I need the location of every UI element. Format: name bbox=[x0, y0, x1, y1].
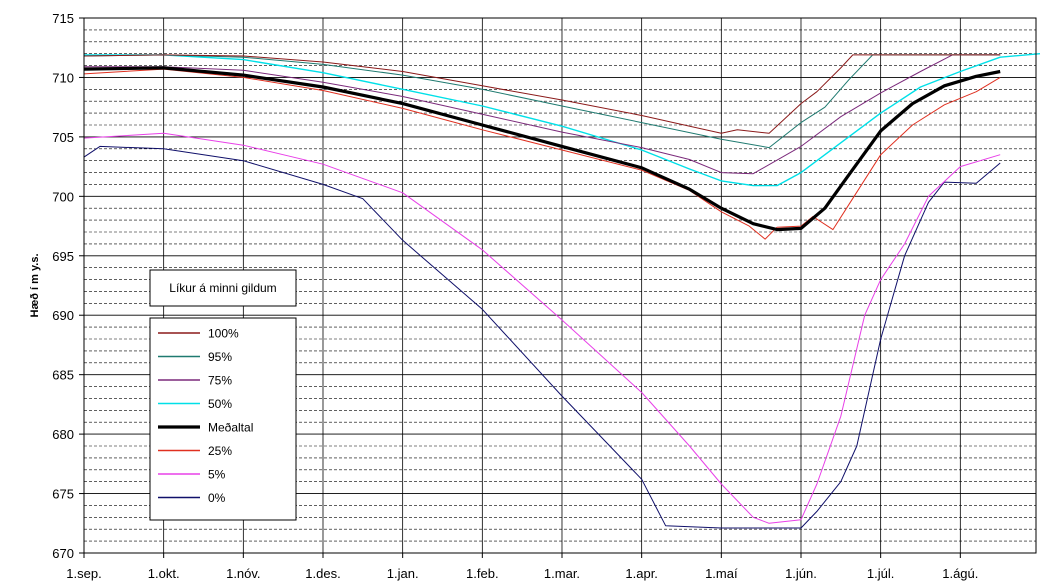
legend-label: 100% bbox=[208, 327, 239, 341]
y-axis-label: Hæð í m y.s. bbox=[29, 254, 41, 318]
legend-label: 50% bbox=[208, 397, 232, 411]
legend-items: 100% 95% 75% 50% Meðaltal 25% 5% 0% bbox=[158, 327, 253, 505]
x-tick-label: 1.júl. bbox=[867, 566, 894, 581]
y-tick-label: 670 bbox=[52, 546, 74, 561]
x-tick-label: 1.nóv. bbox=[226, 566, 260, 581]
x-tick-label: 1.ágú. bbox=[942, 566, 978, 581]
legend-label: 5% bbox=[208, 468, 226, 482]
x-tick-label: 1.apr. bbox=[625, 566, 658, 581]
y-tick-label: 715 bbox=[52, 11, 74, 26]
series-line-8 bbox=[83, 145, 1001, 529]
x-tick-label: 1.jan. bbox=[387, 566, 419, 581]
legend-box bbox=[149, 317, 297, 521]
series-line-2 bbox=[83, 54, 1001, 149]
y-tick-label: 700 bbox=[52, 189, 74, 204]
y-tick-label: 685 bbox=[52, 368, 74, 383]
plot-area bbox=[83, 17, 1037, 554]
legend-label: 25% bbox=[208, 444, 232, 458]
series-line-3 bbox=[84, 54, 1001, 175]
y-tick-label: 705 bbox=[52, 130, 74, 145]
legend-label: 95% bbox=[208, 350, 232, 364]
x-tick-label: 1.jún. bbox=[785, 566, 817, 581]
x-tick-label: 1.okt. bbox=[148, 566, 180, 581]
x-tick-label: 1.des. bbox=[305, 566, 340, 581]
legend: Líkur á minni gildum 100% 95% 75% 50% Meðalt… bbox=[149, 269, 297, 521]
series-line-5 bbox=[83, 66, 1001, 232]
y-tick-label: 675 bbox=[52, 487, 74, 502]
series-line-4 bbox=[84, 53, 1041, 187]
series-line-6 bbox=[83, 68, 1001, 240]
legend-label: Meðaltal bbox=[208, 421, 253, 435]
x-tick-label: 1.feb. bbox=[466, 566, 499, 581]
y-tick-label: 695 bbox=[52, 249, 74, 264]
y-tick-label: 680 bbox=[52, 427, 74, 442]
series-line-7 bbox=[83, 132, 1001, 524]
y-tick-label: 710 bbox=[52, 70, 74, 85]
y-axis: 670 675 680 685 690 695 700 705 710 715 bbox=[52, 11, 84, 561]
y-tick-label: 690 bbox=[52, 308, 74, 323]
series-layer bbox=[83, 53, 1041, 529]
legend-label: 0% bbox=[208, 491, 226, 505]
legend-title-box bbox=[149, 269, 297, 307]
legend-label: 75% bbox=[208, 374, 232, 388]
x-tick-label: 1.maí bbox=[705, 566, 738, 581]
legend-title: Líkur á minni gildum bbox=[169, 281, 276, 295]
x-tick-label: 1.mar. bbox=[544, 566, 580, 581]
series-line-1 bbox=[83, 54, 1001, 134]
x-axis: 1.sep. 1.okt. 1.nóv. 1.des. 1.jan. 1.feb. 1.ma… bbox=[66, 553, 978, 581]
x-tick-label: 1.sep. bbox=[66, 566, 101, 581]
